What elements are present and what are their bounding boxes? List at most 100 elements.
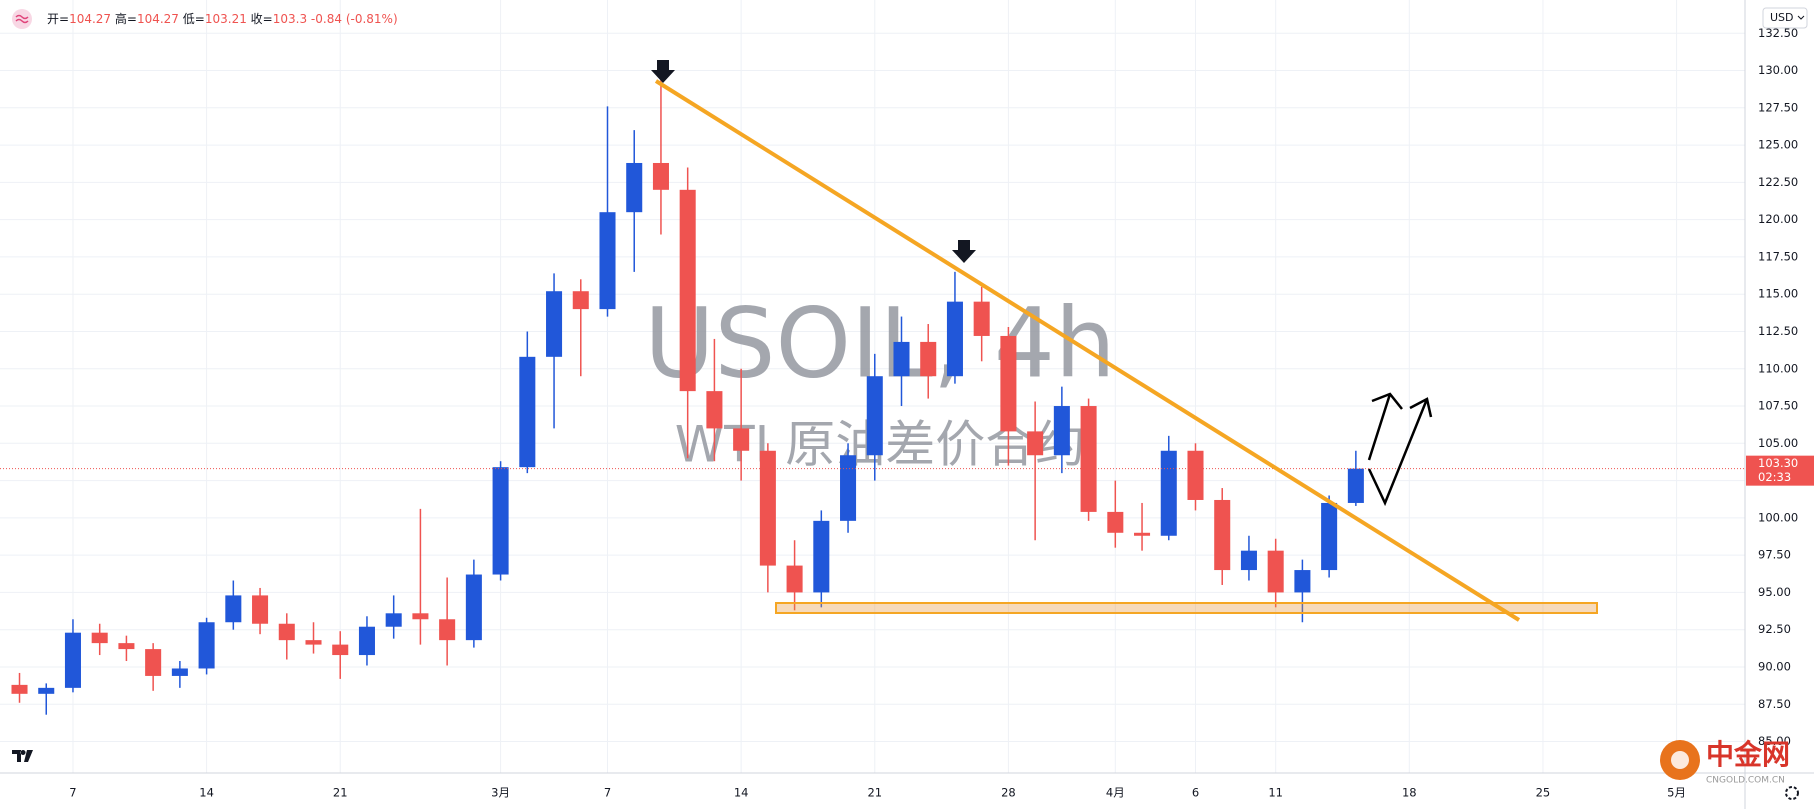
high-value: 104.27 [137,12,179,26]
candle-body [786,565,803,593]
candle-body [1027,431,1044,456]
candle-body [1214,499,1231,571]
close-label: 收= [251,12,273,26]
price-axis [1745,0,1814,809]
axis-labels: 85.0087.5090.0092.5095.0097.50100.00102.… [69,26,1814,800]
x-tick-label: 7 [604,786,611,800]
candle-body [492,467,509,575]
currency-caret [1797,15,1805,20]
y-tick-label: 95.00 [1758,585,1791,599]
x-tick-label: 25 [1536,786,1551,800]
y-tick-label: 107.50 [1758,399,1798,413]
last-price-tag [1746,455,1814,486]
candle-body [920,341,937,377]
candle-body [439,619,456,641]
y-tick-label: 92.50 [1758,622,1791,636]
y-tick-label: 127.50 [1758,100,1798,114]
candle-body [11,684,28,694]
currency-label[interactable]: USD [1770,11,1794,24]
y-tick-label: 90.00 [1758,659,1791,673]
candle-body [225,595,242,623]
candle-body [1134,532,1151,536]
candle-body [145,649,162,676]
settings-icon[interactable] [1785,786,1799,800]
y-tick-label: 115.00 [1758,287,1798,301]
y-tick-label: 132.50 [1758,26,1798,40]
y-tick-label: 130.00 [1758,63,1798,77]
x-tick-label: 21 [867,786,882,800]
x-tick-label: 21 [333,786,348,800]
open-value: 104.27 [69,12,111,26]
candle-body [1160,450,1177,536]
time-axis [0,773,1814,809]
change-value: -0.84 [311,12,342,26]
arrow-up [1367,397,1433,507]
symbol-logo [12,9,32,29]
close-value: 103.3 [273,12,307,26]
y-tick-label: 87.50 [1758,697,1791,711]
candle-body [813,520,830,593]
cngold-url: CNGOLD.COM.CN [1706,776,1785,786]
last-price-label: 103.30 [1758,456,1798,470]
candle-body [171,668,188,676]
candle-body [733,428,750,451]
candle-body [385,613,402,627]
y-tick-label: 117.50 [1758,249,1798,263]
x-tick-label: 3月 [491,786,510,800]
y-tick-label: 85.00 [1758,734,1791,748]
x-tick-label: 6 [1192,786,1199,800]
ohlc-header: 开=104.27 高=104.27 低=103.21 收=103.3 -0.84… [47,11,398,26]
candle-body [332,644,349,656]
x-tick-label: 28 [1001,786,1016,800]
y-tick-label: 110.00 [1758,361,1798,375]
x-tick-label: 5月 [1667,786,1686,800]
x-tick-label: 18 [1402,786,1417,800]
trend-line [654,79,1521,622]
tv-logo[interactable] [8,745,38,769]
cngold-logo-inner [1671,751,1689,769]
candle-body [1053,406,1070,456]
arrow-down [952,240,976,263]
candle-body [278,623,295,641]
candle-body [759,450,776,566]
high-label: 高= [115,11,137,26]
candle-body [465,574,482,641]
candle-body [706,391,723,429]
candle-body [599,212,616,310]
candle-body [118,643,135,650]
countdown-label: 02:33 [1758,470,1791,484]
y-tick-label: 122.50 [1758,175,1798,189]
y-tick-label: 120.00 [1758,212,1798,226]
support-zone [775,602,1598,614]
candle-body [866,376,883,456]
candle-body [412,613,429,620]
x-tick-label: 11 [1268,786,1283,800]
projection-arrows [1367,392,1433,507]
candle-body [38,687,55,694]
candle-body [1267,550,1284,593]
candles [0,79,1745,715]
candle-body [1000,335,1017,432]
y-tick-label: 97.50 [1758,548,1791,562]
arrow-down [651,60,675,83]
arrow-up [1367,392,1403,461]
currency-button[interactable] [1762,7,1808,29]
low-label: 低= [183,12,205,26]
x-tick-label: 14 [734,786,749,800]
candle-body [946,301,963,377]
candle-body [572,291,589,310]
change-percent: (-0.81%) [346,12,398,26]
candle-body [1240,550,1257,571]
low-value: 103.21 [205,12,247,26]
candle-body [91,632,108,644]
candle-body [64,632,81,688]
candle-body [519,356,536,468]
y-tick-label: 112.50 [1758,324,1798,338]
candle-body [305,640,322,645]
candle-body [1347,468,1364,503]
candle-body [1080,406,1097,512]
candle-body [652,162,669,190]
candle-body [1107,511,1124,533]
candle-body [679,189,696,392]
